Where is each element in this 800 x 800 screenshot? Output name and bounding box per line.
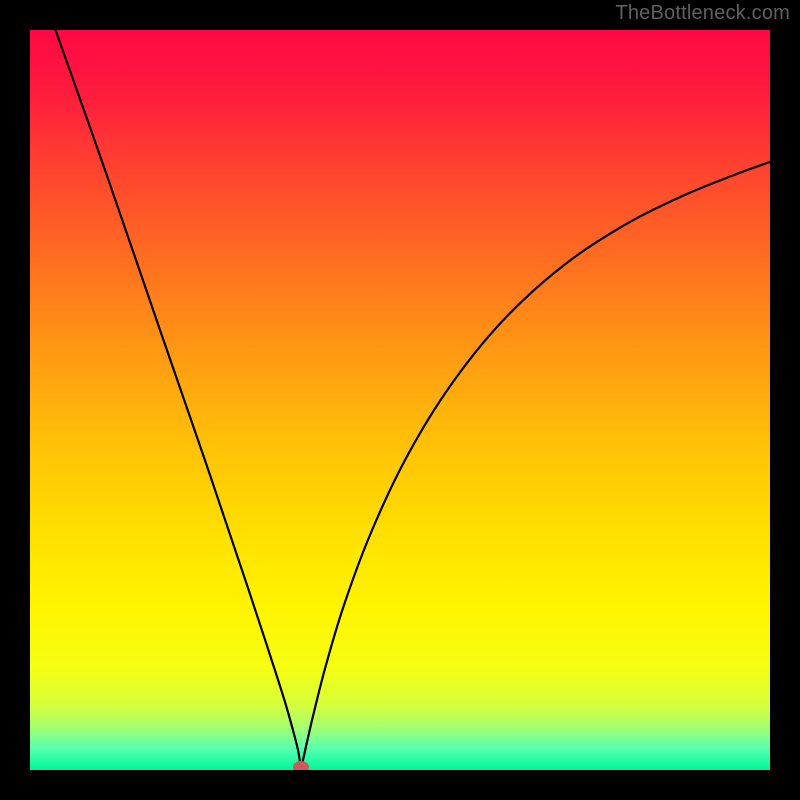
curve-left-branch	[52, 30, 301, 768]
watermark-text: TheBottleneck.com	[615, 2, 790, 25]
minimum-marker	[293, 761, 309, 770]
bottleneck-curve	[30, 30, 770, 770]
curve-right-branch	[301, 162, 770, 768]
plot-area	[30, 30, 770, 770]
